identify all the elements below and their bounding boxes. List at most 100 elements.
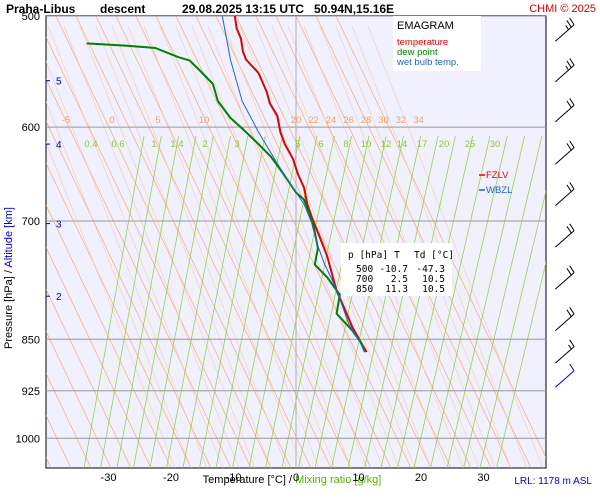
- y-tick-label: 925: [22, 386, 40, 398]
- dry-adiabat: [46, 246, 152, 468]
- dry-adiabat: [115, 16, 332, 468]
- dry-adiabat: [95, 16, 312, 468]
- barb-flag: [569, 339, 575, 347]
- barb-staff: [555, 370, 575, 388]
- table-row-t: 11.3: [385, 284, 408, 295]
- dry-adiabat: [155, 16, 372, 468]
- moist-adiabat-label: 34: [413, 115, 424, 126]
- barb-flag: [569, 363, 575, 372]
- mixing-ratio-line: [397, 135, 474, 468]
- barb-flag: [569, 265, 575, 273]
- table-row-td: -47.3: [416, 264, 445, 275]
- mixing-ratio-label: 20: [439, 139, 450, 150]
- mixing-ratio-label: 0.4: [84, 139, 97, 150]
- wet-bulb-profile: [221, 15, 366, 353]
- mixing-ratio-label: 6: [318, 139, 323, 150]
- moist-adiabat: [46, 141, 176, 468]
- dry-adiabat: [295, 16, 512, 468]
- barb-flag: [566, 143, 572, 151]
- mixing-ratio-label: 5: [295, 139, 300, 150]
- dry-adiabat: [46, 330, 112, 468]
- barb-staff: [555, 313, 575, 331]
- dry-adiabat: [235, 16, 452, 468]
- mixing-ratio-line: [413, 135, 491, 468]
- wbzl-marker: WBZL: [479, 185, 512, 196]
- altitude-tick-label: 4: [56, 140, 62, 151]
- moist-adiabat-label: 32: [396, 115, 407, 126]
- barb-flag: [568, 344, 572, 350]
- dry-adiabat: [46, 288, 132, 468]
- moist-adiabat: [46, 60, 208, 468]
- moist-adiabat: [47, 25, 224, 468]
- mixing-ratio-line: [496, 260, 546, 468]
- mixing-ratio-line: [116, 135, 179, 468]
- mixing-ratio-line: [364, 135, 439, 468]
- dry-adiabat: [215, 16, 432, 468]
- mixing-ratio-line: [166, 135, 231, 468]
- mixing-ratio-line: [232, 135, 301, 468]
- mixing-ratio-line: [331, 135, 404, 468]
- mixing-ratio-label: 1: [151, 139, 156, 150]
- table-row-td: 10.5: [422, 274, 445, 285]
- dry-adiabat: [195, 16, 412, 468]
- y-tick-label: 1000: [16, 433, 40, 445]
- moist-adiabat: [95, 25, 272, 468]
- dry-adiabat-label: -5: [62, 115, 70, 126]
- mixing-ratio-line: [430, 135, 508, 468]
- moist-adiabat: [191, 25, 368, 468]
- barb-staff: [555, 104, 575, 123]
- legend-wet-bulb: wet bulb temp.: [396, 57, 459, 68]
- wind-barb: [555, 363, 575, 388]
- x-tick-label: -30: [101, 472, 117, 484]
- y-tick-label: 500: [22, 11, 40, 23]
- mixing-ratio-line: [149, 135, 214, 468]
- moist-adiabat: [367, 25, 544, 468]
- copyright: CHMI © 2025: [529, 3, 596, 15]
- dry-adiabat: [46, 120, 212, 468]
- dry-adiabat: [315, 16, 532, 468]
- x-tick-label: 0: [293, 472, 299, 484]
- barb-flag: [566, 309, 572, 317]
- mixing-ratio-line: [199, 135, 266, 468]
- x-tick-label: 20: [415, 472, 427, 484]
- fzlv-label: FZLV: [486, 170, 509, 181]
- moist-adiabat: [127, 25, 304, 468]
- mixing-ratio-line: [265, 135, 335, 468]
- y-tick-label: 600: [22, 122, 40, 134]
- moist-adiabat: [79, 25, 256, 468]
- dry-adiabat: [275, 16, 492, 468]
- mixing-ratio-line: [133, 135, 197, 468]
- legend-temperature: temperature: [397, 37, 448, 48]
- x-tick-label: -10: [226, 472, 242, 484]
- table-row-t: 2.5: [391, 274, 408, 285]
- barb-staff: [555, 64, 575, 83]
- wind-barb: [555, 182, 575, 207]
- moist-adiabat-label: 22: [308, 115, 319, 126]
- wind-barb: [555, 339, 575, 364]
- mixing-ratio-label: 0.6: [111, 139, 124, 150]
- wind-barb: [555, 265, 575, 290]
- moist-adiabat: [63, 25, 240, 468]
- wind-barb: [555, 58, 575, 83]
- x-tick-label: 30: [477, 472, 489, 484]
- barb-flag: [569, 182, 575, 190]
- y-axis-separator: /: [3, 268, 15, 274]
- mixing-ratio-line: [298, 135, 370, 468]
- altitude-tick-label: 5: [56, 77, 62, 88]
- barb-flag: [569, 223, 575, 231]
- barb-flag: [565, 65, 569, 71]
- x-axis-label-mixing-ratio: Mixing ratio [g/kg]: [295, 474, 381, 486]
- barb-flag: [566, 60, 572, 68]
- wind-barb: [555, 140, 575, 165]
- svg-text:Pressure [hPa] /: Pressure [hPa] / Altitude [km]: [3, 207, 15, 349]
- barb-flag: [569, 58, 575, 66]
- barb-flag: [566, 100, 572, 108]
- mixing-ratio-label: 3: [234, 139, 239, 150]
- barb-flag: [569, 307, 575, 315]
- mixing-ratio-label: 14: [397, 139, 408, 150]
- table-row-td: 10.5: [422, 284, 445, 295]
- barb-flag: [565, 25, 569, 30]
- y-tick-label: 700: [22, 216, 40, 228]
- table-header-p: p [hPa]: [348, 250, 388, 261]
